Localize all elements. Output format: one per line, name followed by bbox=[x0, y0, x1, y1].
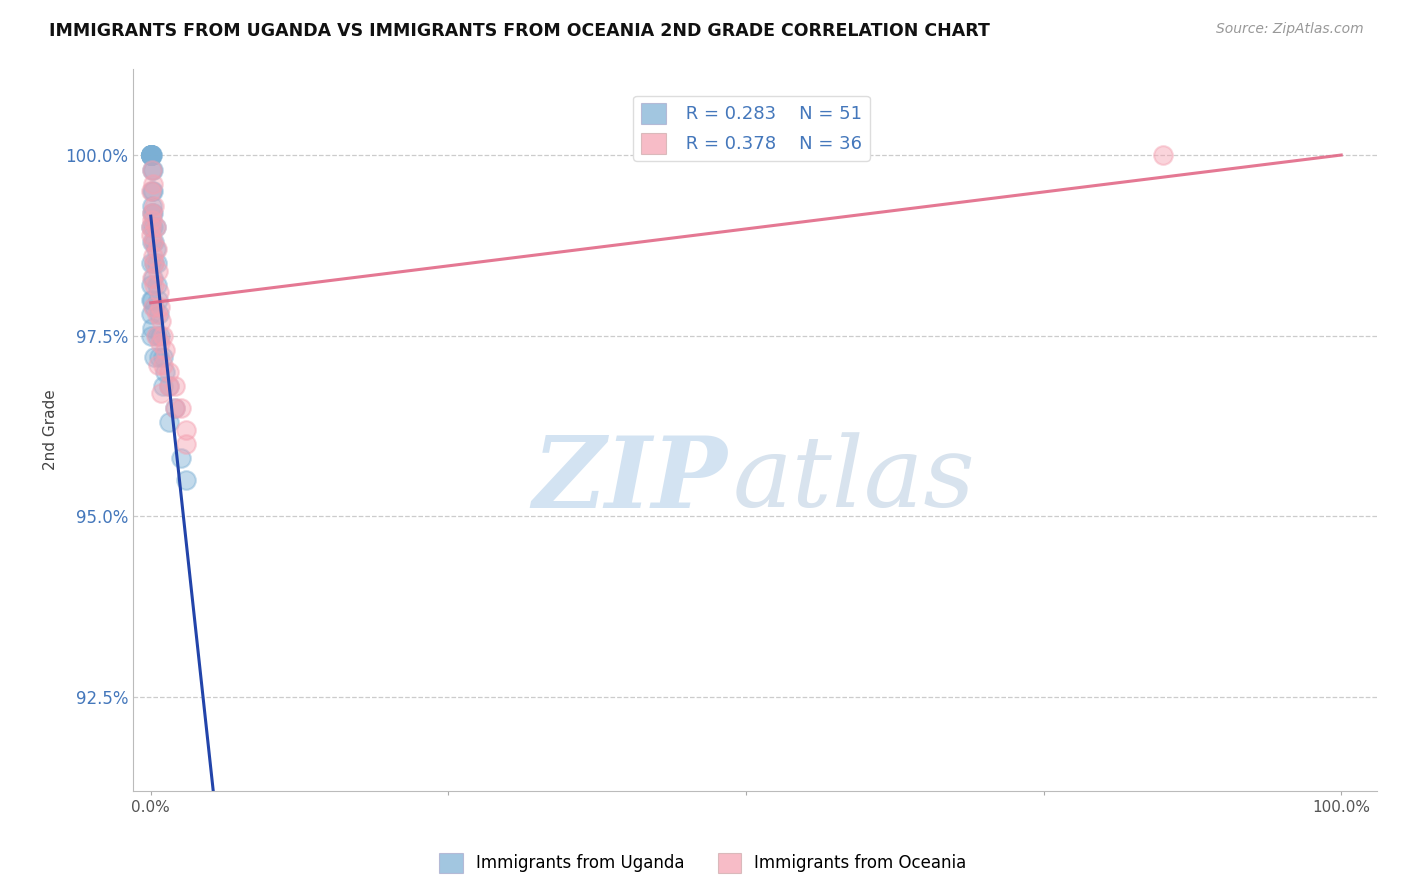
Point bbox=[139, 148, 162, 162]
Point bbox=[142, 271, 165, 285]
Y-axis label: 2nd Grade: 2nd Grade bbox=[44, 389, 58, 470]
Point bbox=[143, 256, 166, 270]
Point bbox=[141, 162, 163, 177]
Point bbox=[139, 148, 162, 162]
Point bbox=[152, 328, 174, 343]
Point bbox=[163, 379, 186, 393]
Point bbox=[146, 293, 169, 307]
Point bbox=[141, 213, 163, 227]
Point bbox=[142, 300, 165, 314]
Point bbox=[152, 351, 174, 365]
Point bbox=[148, 307, 170, 321]
Point bbox=[141, 321, 163, 335]
Point bbox=[157, 365, 180, 379]
Point bbox=[139, 148, 162, 162]
Point bbox=[143, 351, 166, 365]
Point bbox=[176, 437, 198, 451]
Point bbox=[152, 379, 174, 393]
Point bbox=[139, 220, 162, 235]
Point bbox=[139, 278, 162, 293]
Point bbox=[142, 206, 165, 220]
Point bbox=[176, 473, 198, 487]
Point bbox=[143, 235, 166, 249]
Point bbox=[153, 365, 176, 379]
Point bbox=[139, 293, 162, 307]
Point bbox=[139, 148, 162, 162]
Point bbox=[141, 235, 163, 249]
Point bbox=[143, 199, 166, 213]
Point bbox=[139, 227, 162, 242]
Point bbox=[141, 162, 163, 177]
Point bbox=[149, 335, 172, 350]
Point bbox=[152, 358, 174, 372]
Point bbox=[141, 293, 163, 307]
Point bbox=[150, 314, 173, 328]
Point bbox=[143, 300, 166, 314]
Point bbox=[142, 162, 165, 177]
Point bbox=[142, 177, 165, 191]
Text: ZIP: ZIP bbox=[533, 432, 727, 528]
Point bbox=[163, 401, 186, 415]
Text: IMMIGRANTS FROM UGANDA VS IMMIGRANTS FROM OCEANIA 2ND GRADE CORRELATION CHART: IMMIGRANTS FROM UGANDA VS IMMIGRANTS FRO… bbox=[49, 22, 990, 40]
Point bbox=[139, 256, 162, 270]
Point bbox=[139, 328, 162, 343]
Point bbox=[139, 148, 162, 162]
Point bbox=[142, 220, 165, 235]
Text: Source: ZipAtlas.com: Source: ZipAtlas.com bbox=[1216, 22, 1364, 37]
Point bbox=[145, 242, 167, 256]
Point bbox=[148, 285, 170, 300]
Point bbox=[157, 379, 180, 393]
Point bbox=[141, 199, 163, 213]
Point bbox=[141, 206, 163, 220]
Point bbox=[157, 415, 180, 429]
Point bbox=[146, 358, 169, 372]
Point bbox=[142, 249, 165, 263]
Point bbox=[143, 278, 166, 293]
Point bbox=[169, 401, 191, 415]
Point bbox=[139, 220, 162, 235]
Point bbox=[148, 351, 170, 365]
Point bbox=[145, 220, 167, 235]
Point bbox=[142, 235, 165, 249]
Point bbox=[169, 451, 191, 466]
Point bbox=[141, 148, 163, 162]
Point bbox=[141, 184, 163, 198]
Point bbox=[139, 148, 162, 162]
Point bbox=[145, 328, 167, 343]
Point bbox=[141, 148, 163, 162]
Point bbox=[145, 278, 167, 293]
Point bbox=[139, 184, 162, 198]
Point bbox=[141, 271, 163, 285]
Point bbox=[139, 148, 162, 162]
Point bbox=[139, 148, 162, 162]
Point bbox=[163, 401, 186, 415]
Point bbox=[139, 148, 162, 162]
Text: atlas: atlas bbox=[733, 433, 976, 528]
Point bbox=[142, 184, 165, 198]
Point bbox=[149, 328, 172, 343]
Point bbox=[141, 206, 163, 220]
Point bbox=[145, 242, 167, 256]
Point bbox=[143, 256, 166, 270]
Point bbox=[149, 300, 172, 314]
Point bbox=[1152, 148, 1174, 162]
Point bbox=[146, 263, 169, 277]
Point bbox=[145, 256, 167, 270]
Point bbox=[145, 328, 167, 343]
Point bbox=[157, 379, 180, 393]
Legend: Immigrants from Uganda, Immigrants from Oceania: Immigrants from Uganda, Immigrants from … bbox=[433, 847, 973, 880]
Point bbox=[139, 148, 162, 162]
Point bbox=[150, 386, 173, 401]
Point bbox=[153, 343, 176, 357]
Point bbox=[145, 307, 167, 321]
Point bbox=[145, 220, 167, 235]
Legend:  R = 0.283    N = 51,  R = 0.378    N = 36: R = 0.283 N = 51, R = 0.378 N = 36 bbox=[633, 95, 869, 161]
Point bbox=[139, 307, 162, 321]
Point bbox=[176, 423, 198, 437]
